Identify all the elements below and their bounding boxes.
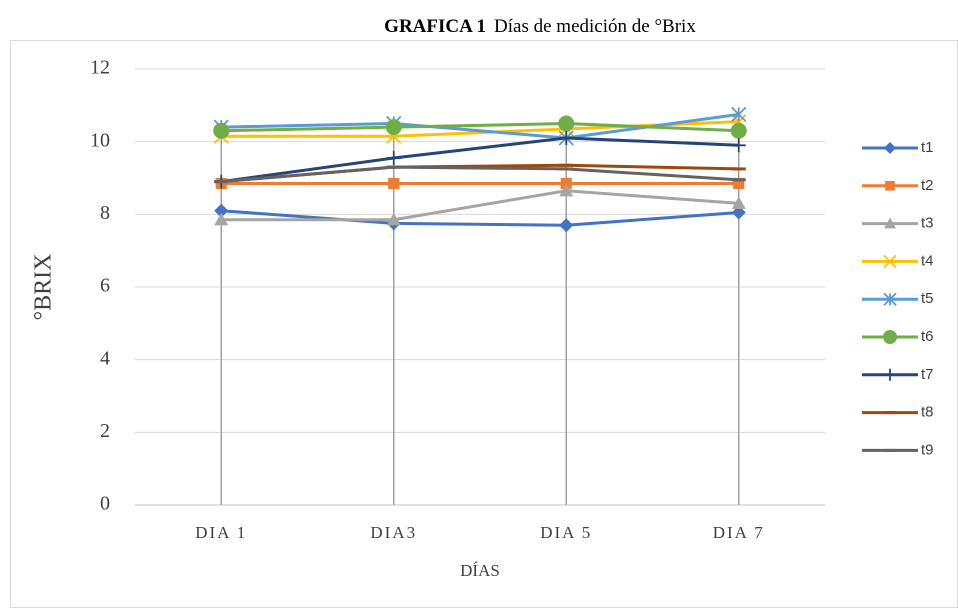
marker <box>883 254 897 269</box>
series: t9 <box>214 165 934 458</box>
marker <box>558 115 575 132</box>
chart-title: GRAFICA 1 Días de medición de °Brix <box>384 16 696 37</box>
legend-label: t2 <box>921 177 934 194</box>
marker <box>214 203 229 218</box>
y-tick-label: 0 <box>100 493 110 515</box>
y-tick-label: 12 <box>90 57 110 79</box>
legend-label: t4 <box>921 252 934 269</box>
series-line <box>221 165 739 184</box>
marker <box>731 106 747 123</box>
y-tick-label: 2 <box>100 420 110 442</box>
marker <box>883 330 897 344</box>
series: t1 <box>214 139 934 233</box>
legend-label: t9 <box>921 441 934 458</box>
marker <box>214 212 229 226</box>
series: t8 <box>214 163 934 421</box>
series: t6 <box>213 115 934 345</box>
marker <box>560 177 572 190</box>
marker <box>733 177 745 190</box>
x-tick-label: DIA3 <box>370 523 417 542</box>
y-axis-label: °BRIX <box>31 254 57 321</box>
series-line <box>221 122 739 133</box>
marker <box>559 183 574 197</box>
series: t3 <box>214 183 934 232</box>
legend-label: t1 <box>921 139 934 156</box>
marker <box>731 196 746 210</box>
marker <box>885 181 895 191</box>
marker <box>386 151 401 166</box>
marker <box>385 119 402 136</box>
series-line <box>221 209 739 227</box>
y-tick-label: 4 <box>100 347 110 369</box>
marker <box>559 218 574 233</box>
y-tick-label: 6 <box>100 275 110 297</box>
legend-label: t7 <box>921 366 934 383</box>
marker <box>883 292 897 306</box>
x-tick-label: DIA 7 <box>713 523 765 542</box>
y-tick-label: 8 <box>100 202 110 224</box>
marker <box>559 131 574 146</box>
y-tick-label: 10 <box>90 129 110 151</box>
series-line <box>221 136 739 184</box>
marker <box>213 122 230 139</box>
marker <box>884 217 896 229</box>
marker <box>731 138 746 153</box>
x-tick-label: DIA 5 <box>540 523 592 542</box>
marker <box>884 142 896 154</box>
marker <box>388 177 400 190</box>
series: t2 <box>215 177 934 194</box>
marker <box>386 212 401 226</box>
legend-label: t8 <box>921 404 934 421</box>
legend-label: t5 <box>921 290 934 307</box>
legend-label: t6 <box>921 328 934 345</box>
marker <box>730 122 747 139</box>
title-text: Días de medición de °Brix <box>494 16 696 37</box>
x-tick-label: DIA 1 <box>195 523 247 542</box>
legend-label: t3 <box>921 215 934 232</box>
x-axis-label: DÍAS <box>460 561 500 580</box>
title-bold: GRAFICA 1 <box>384 16 486 37</box>
marker <box>884 368 896 381</box>
series-line <box>221 189 739 222</box>
